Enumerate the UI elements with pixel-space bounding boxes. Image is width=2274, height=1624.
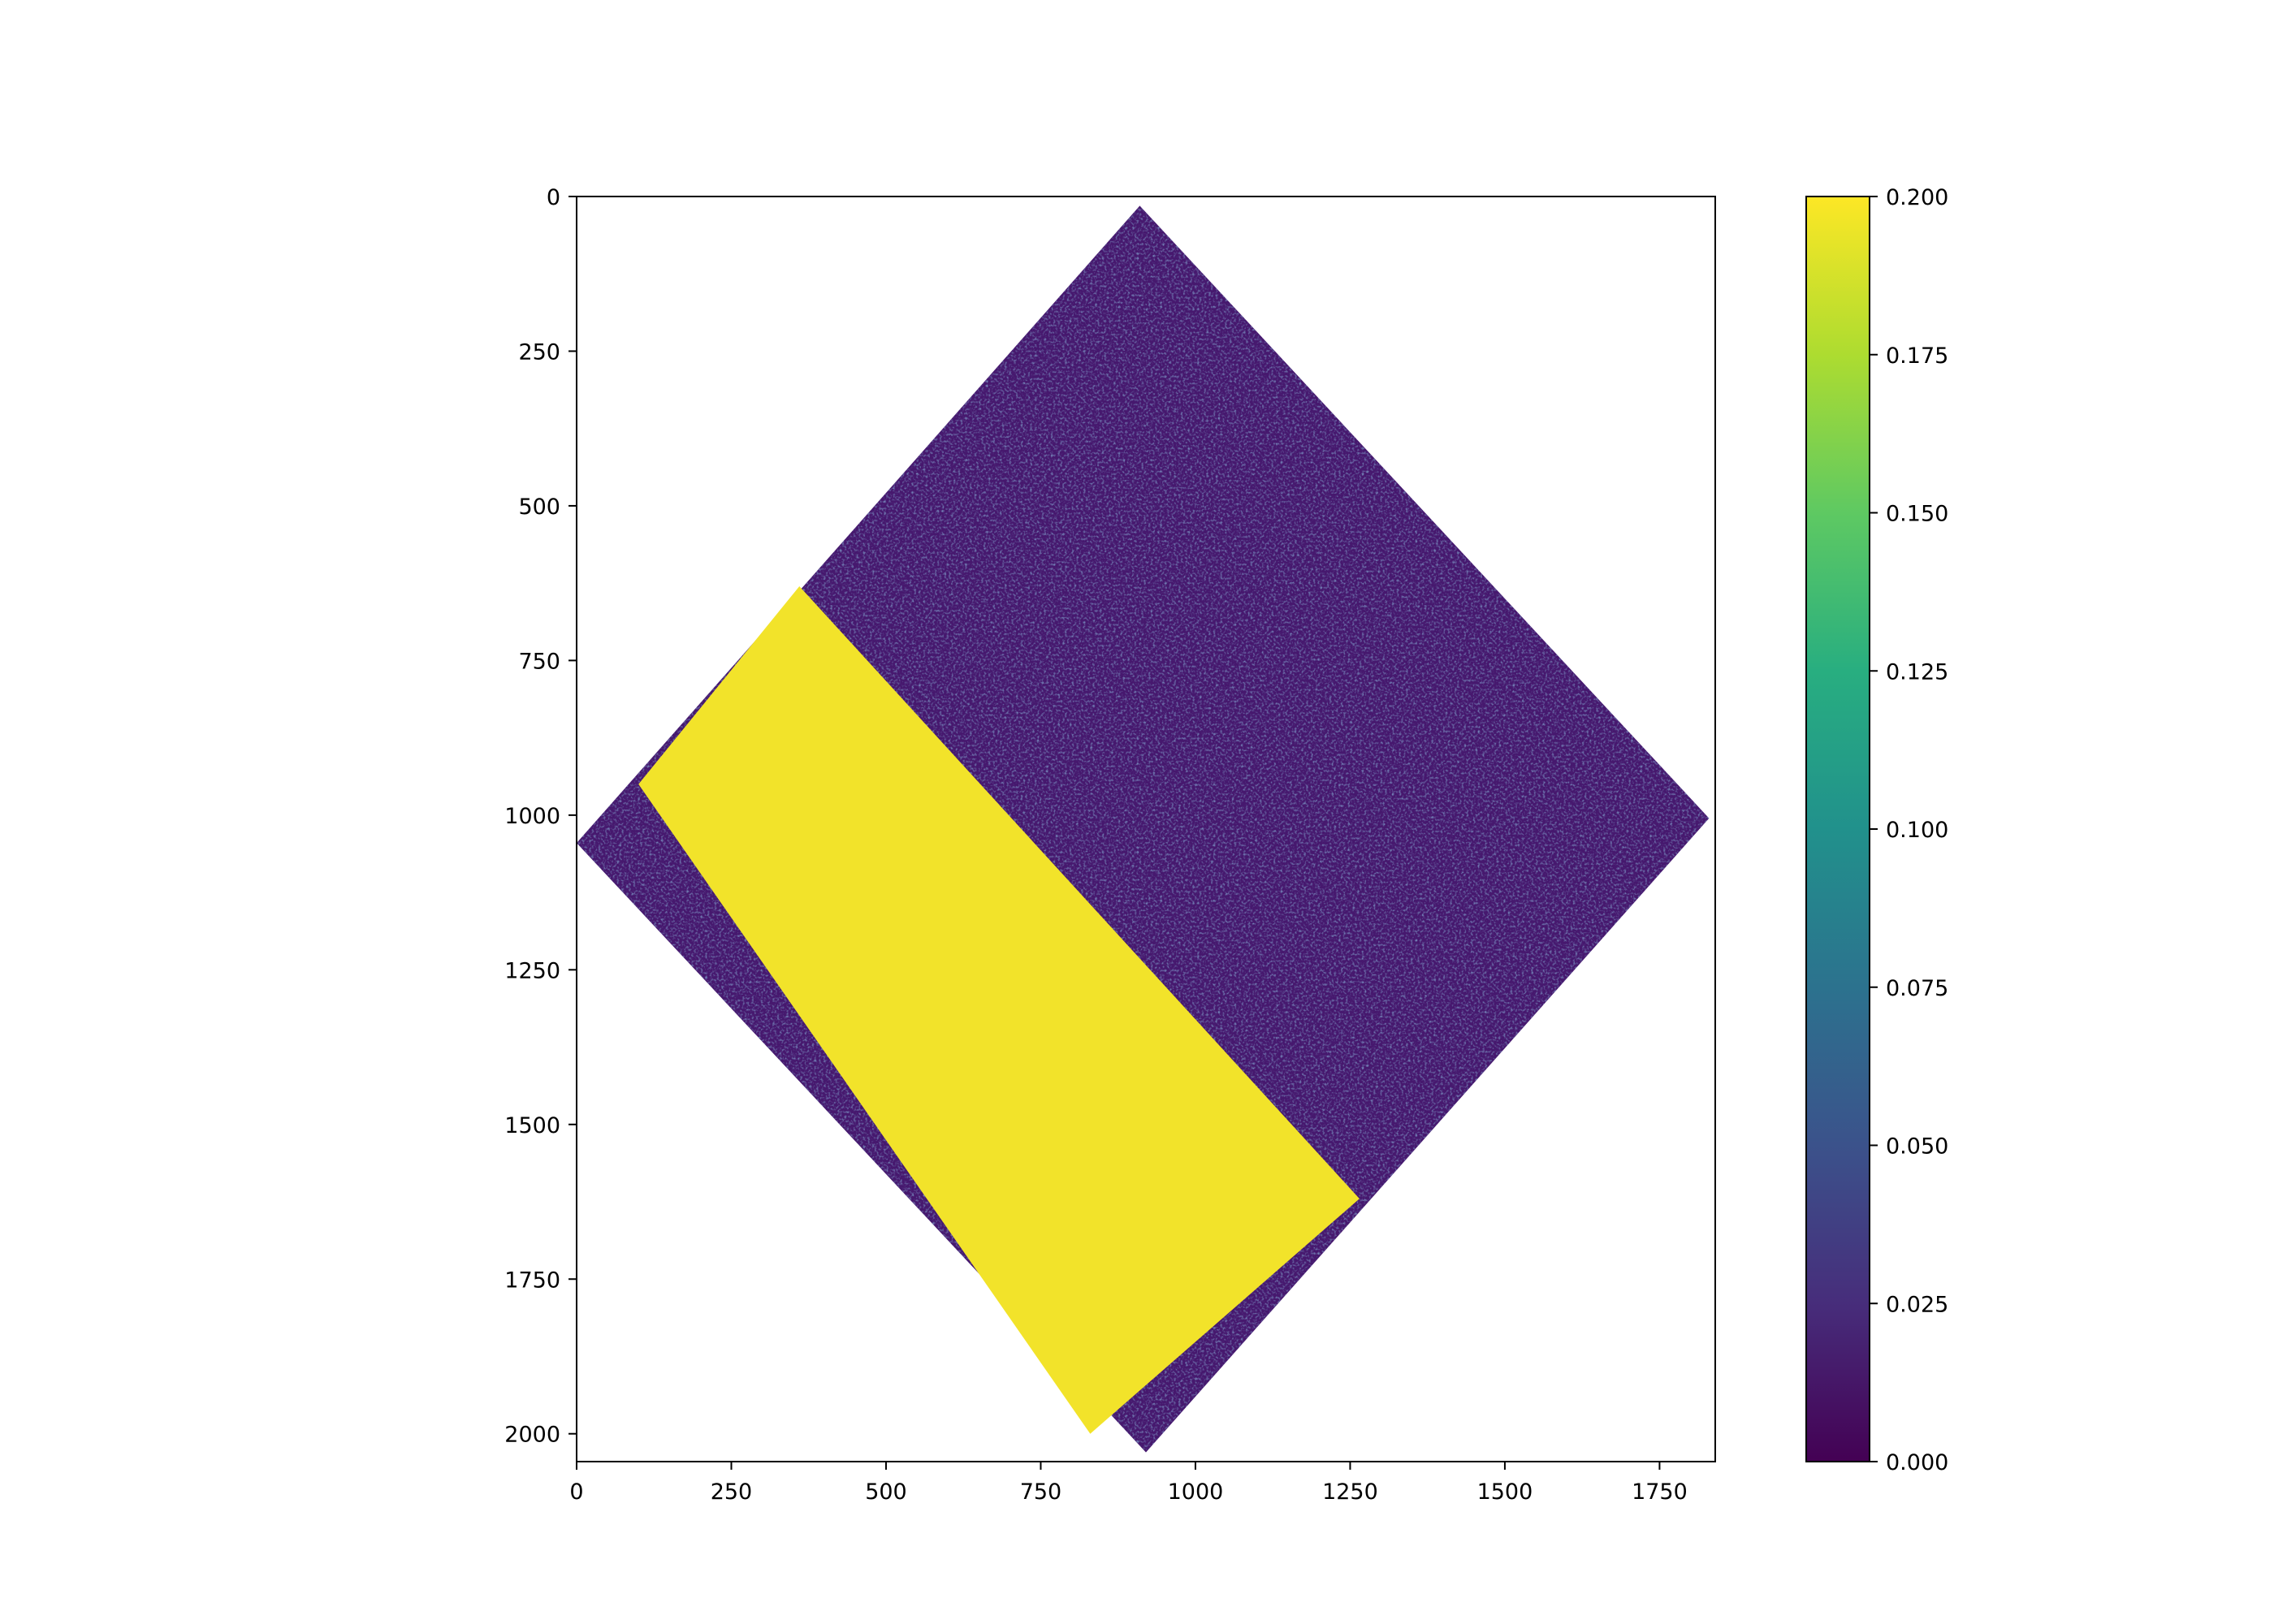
y-tick-label: 2000 xyxy=(504,1423,560,1448)
plot-axes: 0 250 500 750 1000 1250 1500 1750 0 250 500 750 100… xyxy=(504,185,1716,1505)
colorbar-gradient xyxy=(1805,196,1870,1462)
y-tick-label: 0 xyxy=(547,185,560,210)
colorbar-tick-label: 0.175 xyxy=(1886,343,1948,369)
y-axis: 0 250 500 750 1000 1250 1500 1750 2000 xyxy=(504,185,577,1448)
x-tick-label: 1750 xyxy=(1632,1479,1688,1505)
y-tick-label: 750 xyxy=(518,649,560,674)
y-tick-label: 1250 xyxy=(504,958,560,983)
x-axis: 0 250 500 750 1000 1250 1500 1750 xyxy=(569,1462,1688,1505)
colorbar: 0.000 0.025 0.050 0.075 0.100 0.125 0.150 0.175… xyxy=(1805,185,1948,1475)
colorbar-tick-label: 0.050 xyxy=(1886,1134,1948,1160)
high-value-band xyxy=(638,586,1360,1434)
x-tick-label: 500 xyxy=(865,1479,907,1505)
y-tick-label: 1000 xyxy=(504,804,560,829)
x-tick-label: 750 xyxy=(1020,1479,1062,1505)
y-tick-label: 500 xyxy=(518,495,560,520)
colorbar-tick-label: 0.000 xyxy=(1886,1450,1948,1475)
colorbar-tick-label: 0.100 xyxy=(1886,818,1948,843)
colorbar-axis: 0.000 0.025 0.050 0.075 0.100 0.125 0.150 0.175… xyxy=(1870,185,1948,1475)
colorbar-tick-label: 0.200 xyxy=(1886,185,1948,210)
x-tick-label: 1250 xyxy=(1322,1479,1378,1505)
x-tick-label: 1000 xyxy=(1168,1479,1224,1505)
colorbar-tick-label: 0.125 xyxy=(1886,659,1948,685)
x-tick-label: 1500 xyxy=(1477,1479,1533,1505)
x-tick-label: 250 xyxy=(711,1479,753,1505)
heatmap-image xyxy=(577,205,1710,1453)
y-tick-label: 250 xyxy=(518,339,560,365)
colorbar-tick-label: 0.075 xyxy=(1886,976,1948,1001)
colorbar-tick-label: 0.025 xyxy=(1886,1292,1948,1317)
x-tick-label: 0 xyxy=(569,1479,583,1505)
axes-frame xyxy=(576,196,1716,1462)
y-tick-label: 1500 xyxy=(504,1113,560,1138)
colorbar-tick-label: 0.150 xyxy=(1886,502,1948,527)
y-tick-label: 1750 xyxy=(504,1268,560,1293)
